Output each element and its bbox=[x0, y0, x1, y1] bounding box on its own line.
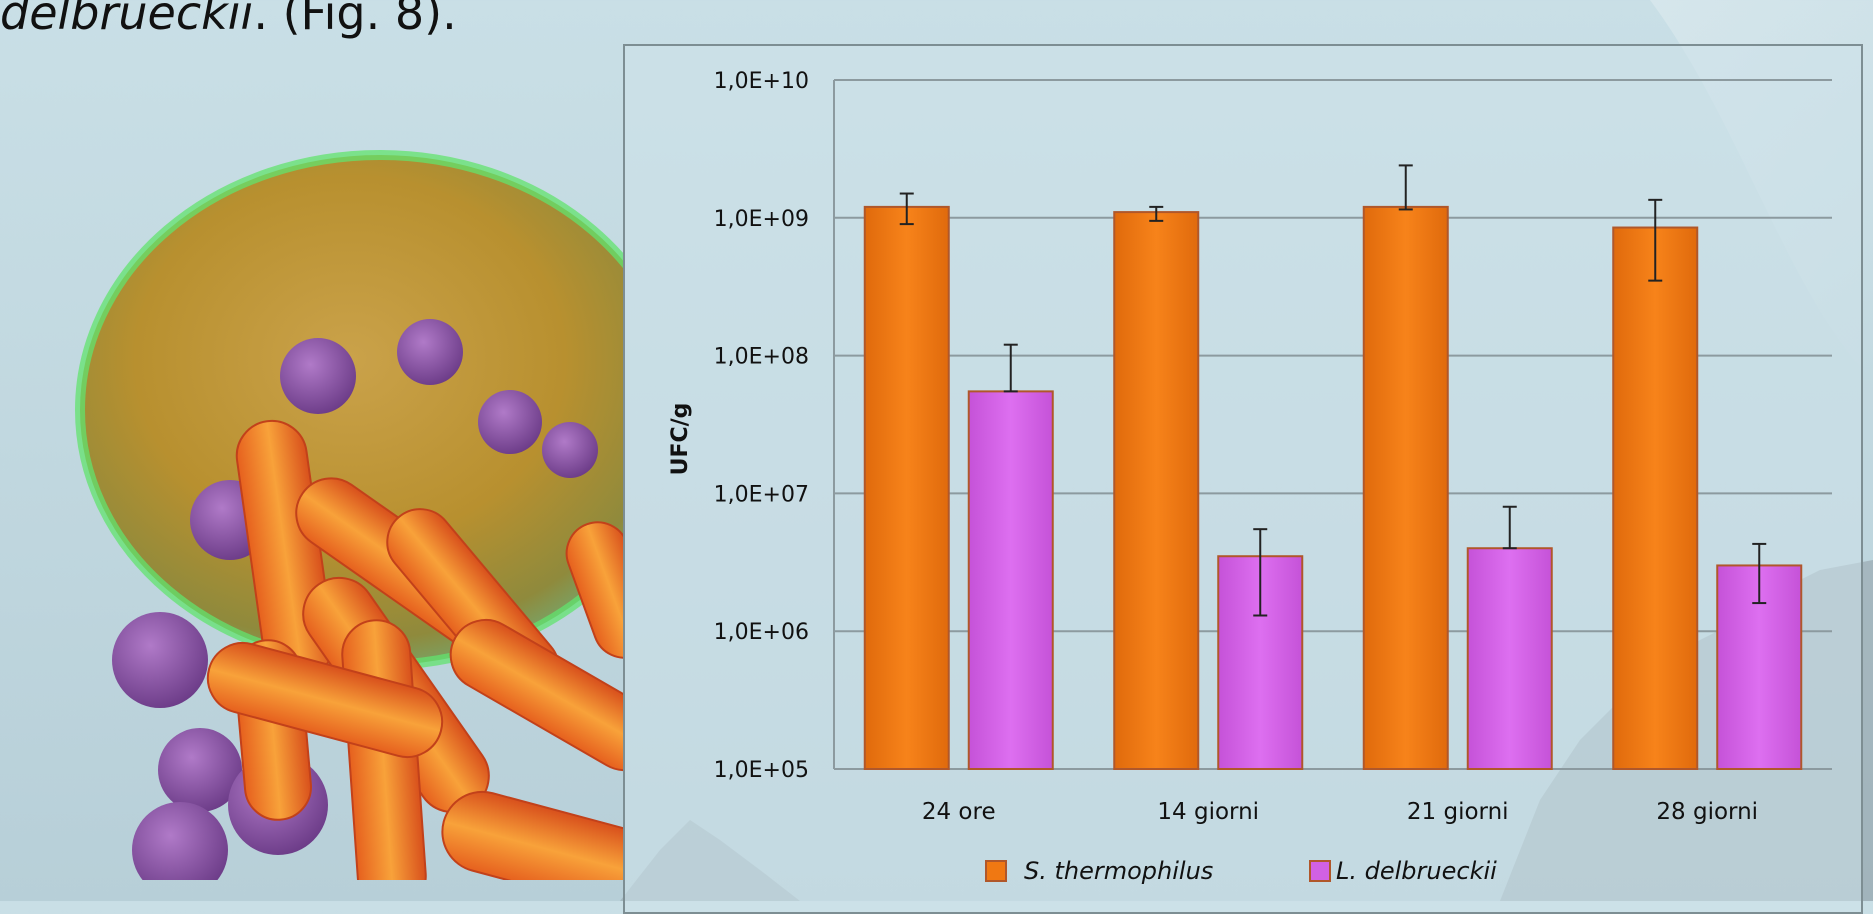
y-axis-title: UFC/g bbox=[668, 403, 693, 476]
bar-l-delbrueckii bbox=[967, 390, 1054, 770]
y-axis-ticks: 1,0E+05 1,0E+06 1,0E+07 1,0E+08 1,0E+09 1,0E+… bbox=[714, 69, 809, 783]
legend-label: L. delbrueckii bbox=[1336, 857, 1497, 885]
category-label: 14 giorni bbox=[1157, 799, 1259, 825]
bar-s-thermophilus bbox=[1612, 226, 1699, 771]
chart-panel: 1,0E+05 1,0E+06 1,0E+07 1,0E+08 1,0E+09 1,0E+… bbox=[623, 44, 1863, 914]
legend-label: S. thermophilus bbox=[1024, 857, 1213, 885]
x-axis-categories: 24 ore 14 giorni 21 giorni 28 giorni bbox=[922, 799, 1758, 825]
bar-s-thermophilus bbox=[1113, 211, 1200, 771]
y-tick-label: 1,0E+05 bbox=[714, 758, 809, 783]
y-tick-label: 1,0E+09 bbox=[714, 207, 809, 232]
y-tick-label: 1,0E+08 bbox=[714, 345, 809, 370]
bar-chart: 1,0E+05 1,0E+06 1,0E+07 1,0E+08 1,0E+09 1,0E+… bbox=[668, 69, 1832, 885]
caption-species: delbrueckii bbox=[0, 0, 254, 40]
y-tick-label: 1,0E+06 bbox=[714, 620, 809, 645]
bar-s-thermophilus bbox=[1362, 205, 1449, 771]
bar-l-delbrueckii bbox=[1466, 547, 1553, 771]
category-label: 24 ore bbox=[922, 799, 996, 825]
category-label: 28 giorni bbox=[1656, 799, 1758, 825]
bacteria-illustration bbox=[75, 150, 623, 880]
bars bbox=[863, 205, 1803, 771]
error-bars bbox=[899, 164, 1767, 617]
y-tick-label: 1,0E+10 bbox=[714, 69, 809, 94]
legend-swatch bbox=[1309, 860, 1331, 882]
legend-swatch bbox=[985, 860, 1007, 882]
bar-s-thermophilus bbox=[863, 205, 950, 771]
caption-suffix: . (Fig. 8). bbox=[253, 0, 457, 40]
y-tick-label: 1,0E+07 bbox=[714, 482, 809, 507]
legend: S. thermophilus L. delbrueckii bbox=[985, 857, 1497, 885]
category-label: 21 giorni bbox=[1407, 799, 1509, 825]
caption-text: delbrueckii. (Fig. 8). bbox=[0, 0, 457, 40]
